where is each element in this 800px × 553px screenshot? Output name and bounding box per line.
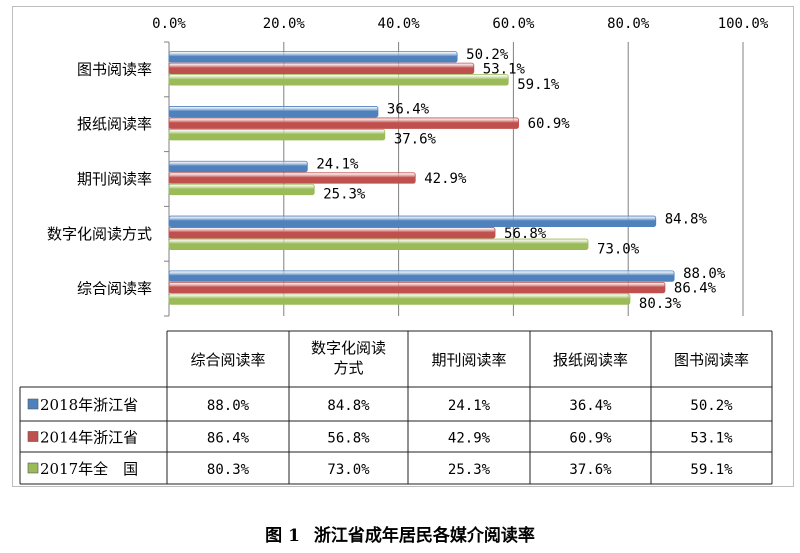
data-label: 56.8% — [504, 226, 547, 242]
table-cell: 88.0% — [207, 398, 250, 414]
table-row-header: 2018年浙江省 — [40, 396, 138, 414]
category-label: 期刊阅读率 — [77, 170, 152, 188]
table-cell: 53.1% — [690, 431, 733, 447]
data-label: 24.1% — [316, 157, 359, 173]
x-tick-label: 0.0% — [152, 16, 186, 32]
table-cell: 50.2% — [690, 398, 733, 414]
table-cell: 73.0% — [327, 462, 370, 478]
table-column-header: 方式 — [333, 359, 363, 377]
legend-key — [27, 431, 39, 442]
data-label: 36.4% — [387, 102, 430, 118]
bar — [168, 117, 519, 129]
bar — [168, 215, 657, 227]
figure-caption: 图 1 浙江省成年居民各媒介阅读率 — [0, 521, 800, 546]
bar — [168, 238, 589, 250]
data-label: 42.9% — [424, 171, 467, 187]
data-label: 53.1% — [483, 61, 526, 77]
bar — [168, 172, 416, 184]
data-label: 25.3% — [323, 187, 366, 203]
caption-number: 图 1 — [265, 526, 300, 546]
table-column-header: 图书阅读率 — [674, 351, 749, 369]
table-row-header: 2017年全 国 — [40, 460, 138, 478]
bar — [168, 62, 475, 75]
table-cell: 42.9% — [448, 431, 491, 447]
x-tick-label: 20.0% — [263, 16, 306, 32]
data-label: 88.0% — [683, 266, 726, 282]
data-label: 59.1% — [517, 77, 560, 93]
bar — [168, 270, 675, 282]
data-label: 37.6% — [394, 132, 437, 148]
x-tick-label: 100.0% — [718, 16, 769, 32]
bar — [168, 51, 458, 63]
data-label: 80.3% — [639, 296, 682, 312]
legend-key — [27, 398, 39, 410]
x-tick-label: 40.0% — [378, 16, 421, 32]
table-row-header: 2014年浙江省 — [40, 429, 138, 447]
category-label: 报纸阅读率 — [77, 115, 152, 133]
table-cell: 56.8% — [327, 431, 370, 447]
table-cell: 84.8% — [327, 398, 370, 414]
bar-chart: 0.0% 20.0% 40.0% 60.0% 80.0% 100.0% 图书阅读率 50.2%… — [19, 16, 773, 485]
table-cell: 60.9% — [569, 431, 612, 447]
category-label: 图书阅读率 — [77, 60, 152, 78]
table-cell: 36.4% — [569, 398, 612, 414]
bar — [168, 183, 315, 196]
category-label: 数字化阅读方式 — [47, 225, 152, 243]
bar — [168, 160, 308, 173]
chart-frame — [12, 6, 794, 487]
x-tick-label: 80.0% — [607, 16, 650, 32]
table-cell: 24.1% — [448, 398, 491, 414]
table-column-header: 综合阅读率 — [190, 351, 265, 369]
data-label: 73.0% — [597, 241, 640, 257]
data-label: 50.2% — [466, 47, 509, 63]
bar — [168, 129, 386, 141]
table-cell: 59.1% — [690, 462, 733, 478]
table-column-header: 报纸阅读率 — [553, 351, 628, 369]
caption-text: 浙江省成年居民各媒介阅读率 — [313, 526, 535, 546]
data-label: 84.8% — [665, 211, 708, 227]
data-label: 60.9% — [528, 116, 571, 132]
bar — [168, 227, 496, 239]
table-cell: 25.3% — [448, 462, 491, 478]
legend-key — [27, 462, 39, 474]
bar — [168, 106, 379, 118]
table-column-header: 数字化阅读 — [311, 339, 386, 357]
table-cell: 80.3% — [207, 462, 250, 478]
category-label: 综合阅读率 — [77, 280, 152, 298]
table-cell: 37.6% — [569, 462, 612, 478]
bar — [168, 293, 631, 305]
bar — [168, 74, 509, 86]
bar — [168, 281, 666, 294]
table-column-header: 期刊阅读率 — [431, 351, 506, 369]
table-cell: 86.4% — [207, 431, 250, 447]
data-label: 86.4% — [674, 281, 717, 297]
x-tick-label: 60.0% — [492, 16, 535, 32]
